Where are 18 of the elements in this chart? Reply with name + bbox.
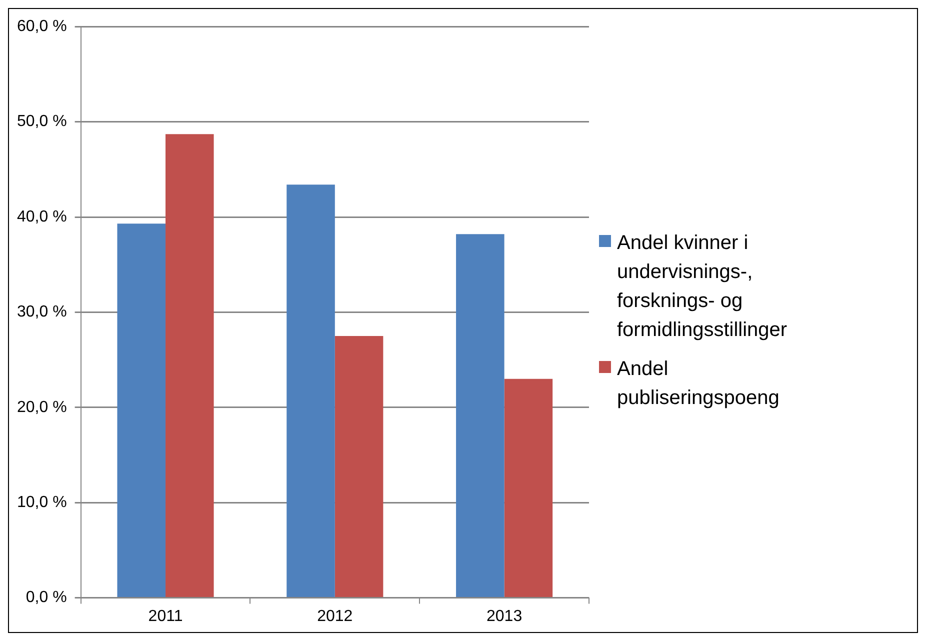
bar: [166, 134, 214, 598]
bar: [117, 224, 166, 598]
x-tick-label: 2013: [486, 608, 522, 625]
y-tick-label: 30,0 %: [17, 304, 67, 321]
legend-label: Andel kvinner i undervisnings-, forsknings- og formidlingsstillinger: [617, 230, 788, 342]
y-tick-label: 0,0 %: [26, 589, 67, 606]
y-tick-label: 20,0 %: [17, 398, 67, 416]
bar: [456, 234, 504, 598]
bar: [334, 336, 384, 598]
y-tick-label: 10,0 %: [17, 494, 67, 512]
y-tick-label: 60,0 %: [17, 18, 67, 36]
bar: [504, 378, 553, 598]
y-tick-label: 40,0 %: [17, 208, 67, 226]
x-tick-label: 2012: [317, 608, 353, 625]
x-tick-label: 2011: [148, 608, 183, 625]
bar: [286, 184, 335, 598]
legend-label: Andel publiseringspoeng: [617, 356, 780, 410]
y-tick-label: 50,0 %: [17, 113, 67, 130]
